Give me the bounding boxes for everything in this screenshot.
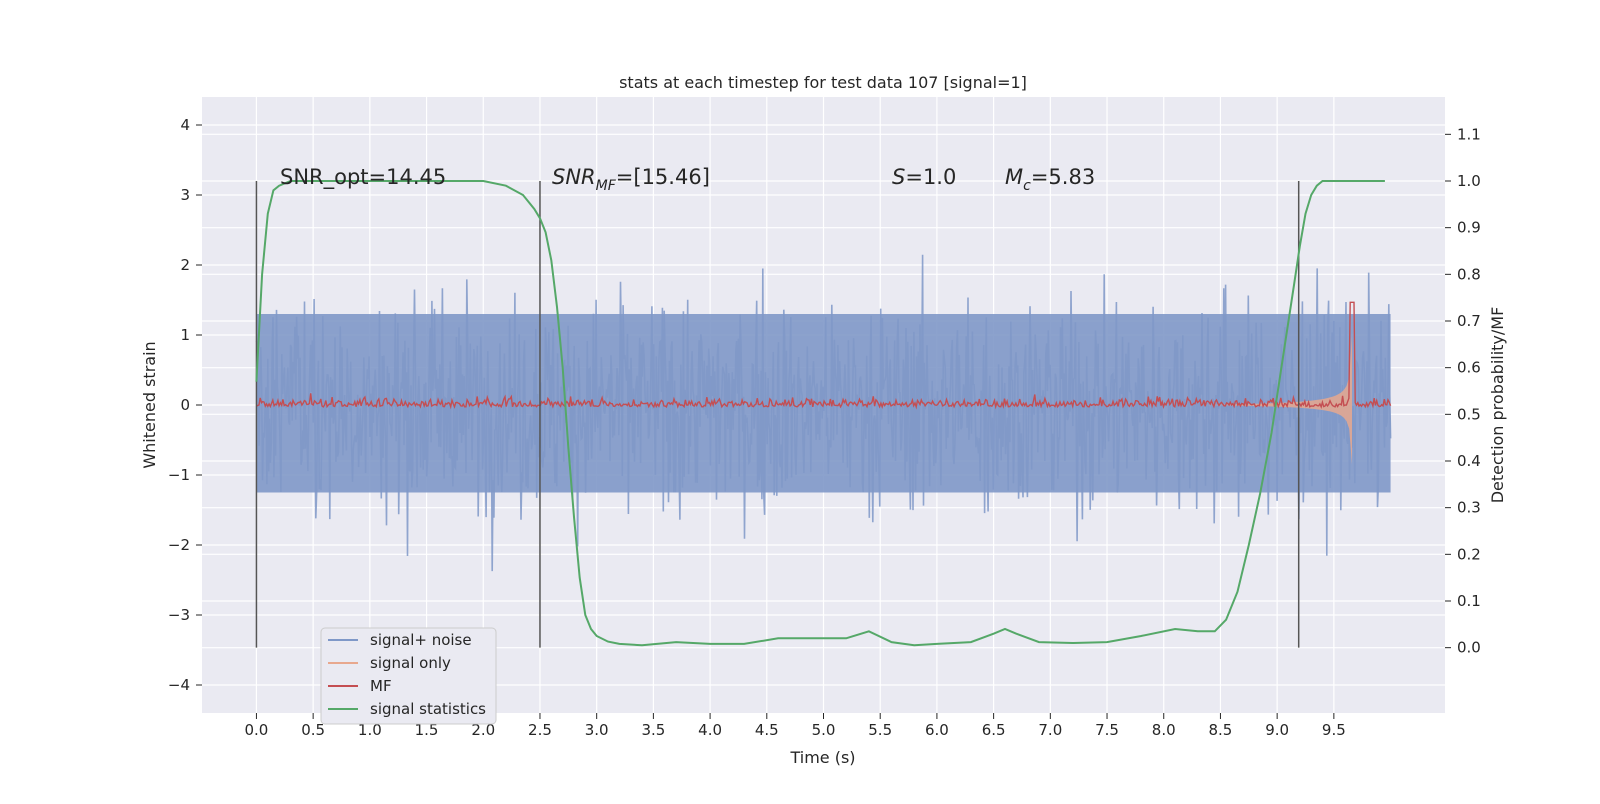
right-y-tick-label: 1.1 xyxy=(1457,125,1481,143)
right-y-tick-label: 0.7 xyxy=(1457,312,1481,330)
x-tick-label: 0.0 xyxy=(245,721,269,739)
left-y-axis-label: Whitened strain xyxy=(140,341,159,468)
x-axis-ticks: 0.0 0.5 1.0 1.5 2.0 2.5 3.0 3.5 4.0 4.5 5.0 5.5 6.0 6… xyxy=(245,713,1346,739)
x-tick-label: 4.0 xyxy=(698,721,722,739)
x-tick-label: 4.5 xyxy=(755,721,779,739)
chart-title: stats at each timestep for test data 107… xyxy=(619,73,1027,92)
right-y-tick-label: 0.0 xyxy=(1457,639,1481,657)
left-y-axis-ticks: 4 3 2 1 0 −1 −2 −3 −4 xyxy=(168,116,202,694)
left-y-tick-label: 0 xyxy=(180,396,190,414)
x-tick-label: 3.5 xyxy=(641,721,665,739)
right-y-tick-label: 0.6 xyxy=(1457,359,1481,377)
x-tick-label: 9.5 xyxy=(1322,721,1346,739)
x-tick-label: 8.0 xyxy=(1152,721,1176,739)
legend-label-stat: signal statistics xyxy=(370,700,486,718)
left-y-tick-label: 3 xyxy=(180,186,190,204)
annotations: SNR_opt=14.45 SNRMF=[15.46] S=1.0 Mc=5.8… xyxy=(280,165,1095,194)
right-y-tick-label: 0.4 xyxy=(1457,452,1481,470)
x-axis-label: Time (s) xyxy=(789,748,855,767)
x-tick-label: 5.5 xyxy=(868,721,892,739)
annotation-snr-opt: SNR_opt=14.45 xyxy=(280,165,446,190)
x-tick-label: 5.0 xyxy=(812,721,836,739)
legend-label-mf: MF xyxy=(370,677,392,695)
mf-line xyxy=(255,301,1392,410)
legend: signal+ noise signal only MF signal stat… xyxy=(320,627,497,725)
x-tick-label: 2.0 xyxy=(471,721,495,739)
left-y-tick-label: 4 xyxy=(180,116,190,134)
right-y-tick-label: 0.5 xyxy=(1457,405,1481,423)
left-y-tick-label: 1 xyxy=(180,326,190,344)
x-tick-label: 2.5 xyxy=(528,721,552,739)
signal-statistics-series xyxy=(255,180,1385,647)
right-y-tick-label: 0.3 xyxy=(1457,499,1481,517)
legend-label-noise: signal+ noise xyxy=(370,631,472,649)
right-y-tick-label: 0.9 xyxy=(1457,219,1481,237)
x-tick-label: 0.5 xyxy=(301,721,325,739)
legend-box xyxy=(320,627,497,725)
x-tick-label: 3.0 xyxy=(585,721,609,739)
right-y-tick-label: 1.0 xyxy=(1457,172,1481,190)
x-tick-label: 7.5 xyxy=(1095,721,1119,739)
right-y-tick-label: 0.2 xyxy=(1457,545,1481,563)
x-tick-label: 6.5 xyxy=(982,721,1006,739)
signal-statistics-line xyxy=(255,180,1385,647)
right-y-axis-label: Detection probability/MF xyxy=(1488,307,1507,504)
right-y-axis-ticks: 1.1 1.0 0.9 0.8 0.7 0.6 0.5 0.4 0.3 0.2 0.1 0.0 xyxy=(1445,125,1481,657)
x-tick-label: 9.0 xyxy=(1265,721,1289,739)
x-tick-label: 6.0 xyxy=(925,721,949,739)
left-y-tick-label: −4 xyxy=(168,676,190,694)
right-y-tick-label: 0.1 xyxy=(1457,592,1481,610)
x-tick-label: 1.5 xyxy=(415,721,439,739)
x-tick-label: 7.0 xyxy=(1038,721,1062,739)
left-y-tick-label: −1 xyxy=(168,466,190,484)
x-tick-label: 1.0 xyxy=(358,721,382,739)
right-y-tick-label: 0.8 xyxy=(1457,265,1481,283)
x-tick-label: 8.5 xyxy=(1209,721,1233,739)
legend-label-signal: signal only xyxy=(370,654,451,672)
left-y-tick-label: −3 xyxy=(168,606,190,624)
left-y-tick-label: 2 xyxy=(180,256,190,274)
annotation-mc: Mc=5.83 xyxy=(1005,165,1095,194)
left-y-tick-label: −2 xyxy=(168,536,190,554)
mf-series xyxy=(255,301,1392,410)
annotation-s: S=1.0 xyxy=(892,165,956,189)
